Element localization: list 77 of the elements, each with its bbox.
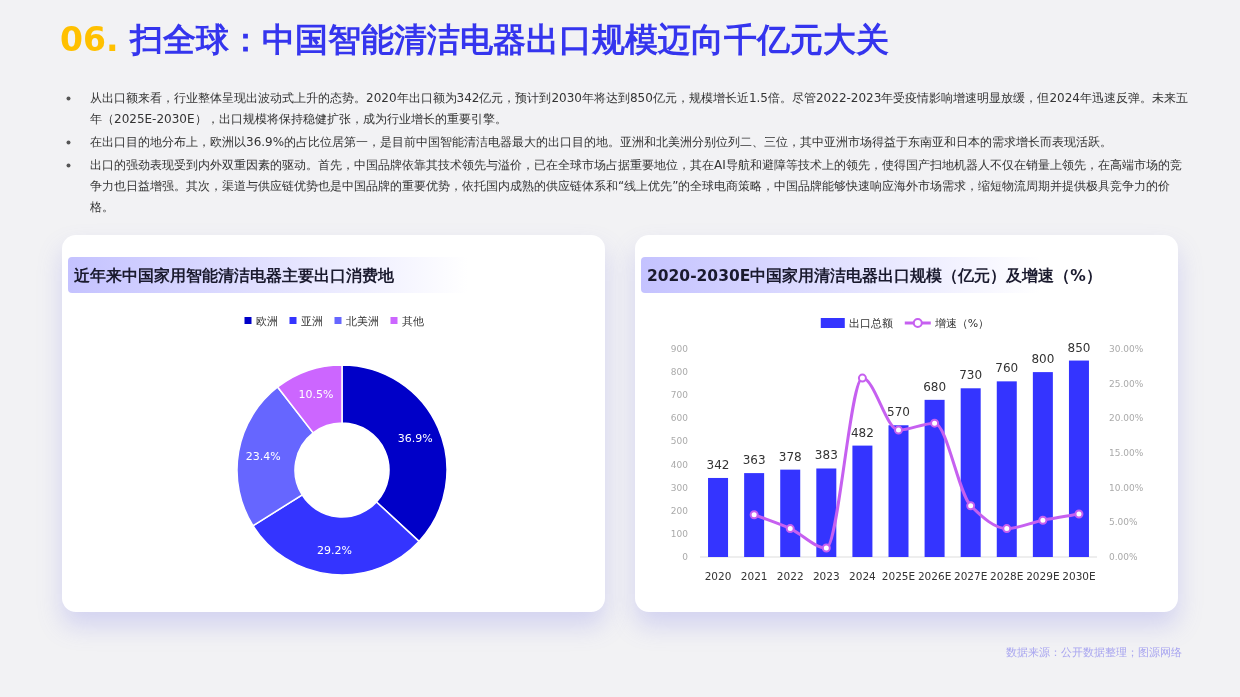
y-tick-label: 500: [670, 436, 689, 447]
y2-tick-label: 15.00%: [1109, 448, 1144, 458]
bar: [1032, 372, 1053, 557]
y2-tick-label: 25.00%: [1109, 378, 1144, 389]
text: 06. 扫全球：中国智能清洁电器出口规模迈向千亿元大关: [60, 20, 889, 59]
data-label: 730: [959, 368, 983, 383]
text: 在出口目的地分布上，欧洲以36.9%的占比位居第一，是目前中国智能清洁电器最大的出口目的地。亚洲和北美洲分别位列二、三位，其中亚洲市场得益于东南亚和日本的需求增长而表现活跃。: [89, 134, 1114, 151]
point: [930, 418, 940, 428]
point: [894, 425, 903, 435]
text: 出口的强劲表现受到内外双重因素的驱动。首先，中国品牌依靠其技术领先与溢价，已在全球市场占据重要地位，其在AI导航和避障等技术上的领先，使得国产扫地机器人不仅在销量上领先，在高端市场的竞争力也日益增强。其次，渠道与供应链优势也是中国品牌的重要优势，依托国内成熟的供应链体系和“线上优先”的全球电商策略，中国品牌能够快速响应海外市场需求，缩短物流周期并提供极具竞争力的价格。: [89, 157, 1183, 216]
data-label: 850: [1067, 340, 1091, 355]
point: [821, 543, 831, 553]
bar: [888, 425, 909, 557]
point: [966, 501, 976, 511]
data-label: 29.2%: [316, 543, 352, 557]
legend-label: 其他: [401, 315, 424, 328]
data-label: 760: [995, 361, 1019, 376]
x-tick-label: 2029E: [1026, 570, 1060, 582]
legend-label: 出口总额: [848, 317, 893, 330]
bar: [816, 468, 837, 557]
data-label: 482: [850, 425, 874, 440]
point: [1074, 509, 1084, 519]
bar: [780, 469, 801, 557]
data-label: 800: [1031, 352, 1055, 367]
bar: [924, 399, 945, 557]
x-tick-label: 2023: [812, 570, 840, 582]
legend-label: 北美洲: [345, 315, 379, 328]
x-tick-label: 2024: [849, 570, 877, 582]
data-label: 378: [778, 449, 802, 464]
data-label: 342: [706, 457, 730, 472]
y-tick-label: 400: [670, 459, 689, 470]
bar: [708, 477, 729, 557]
point: [749, 510, 759, 520]
x-tick-label: 2025E: [881, 570, 916, 582]
legend-label: 欧洲: [255, 315, 278, 328]
y-tick-label: 800: [670, 367, 689, 378]
y2-tick-label: 5.00%: [1109, 517, 1139, 528]
y2-tick-label: 0.00%: [1109, 552, 1139, 562]
y2-tick-label: 20.00%: [1109, 413, 1144, 424]
x-tick-label: 2028E: [990, 570, 1024, 582]
y-tick-label: 0: [682, 552, 689, 562]
data-label: 36.9%: [397, 432, 433, 445]
data-label: 363: [742, 453, 766, 468]
y2-tick-label: 10.00%: [1109, 482, 1144, 493]
x-tick-label: 2021: [740, 570, 768, 582]
bar: [852, 445, 873, 557]
bar: [1068, 360, 1089, 557]
data-label: 680: [923, 379, 947, 394]
y-tick-label: 900: [670, 344, 689, 354]
y2-tick-label: 30.00%: [1109, 344, 1144, 354]
chart-title: 近年来中国家用智能清洁电器主要出口消费地: [73, 266, 395, 285]
y-tick-label: 300: [670, 482, 689, 493]
data-label: 383: [814, 448, 838, 463]
bar: [960, 388, 981, 557]
y-tick-label: 700: [670, 390, 689, 401]
point: [1002, 524, 1012, 534]
point: [1038, 515, 1048, 525]
source-note: 数据来源：公开数据整理；图源网络: [1006, 645, 1182, 660]
data-label: 10.5%: [298, 388, 334, 402]
legend-label: 增速（%）: [933, 317, 990, 330]
point: [785, 524, 795, 534]
x-tick-label: 2030E: [1062, 570, 1096, 582]
text: 从出口额来看，行业整体呈现出波动式上升的态势。2020年出口额为342亿元，预计到2030年将达到850亿元，规模增长近1.5倍。尽管2022-2023年受疫情影响增速明显放缓，但2024年迅速反弹。未来五年（2025E-2030E），出口规模将保持稳健扩张，成为行业增长的重要引擎。: [89, 90, 1189, 128]
point: [857, 373, 867, 383]
legend-label: 亚洲: [300, 315, 323, 328]
x-tick-label: 2022: [776, 570, 804, 582]
bar: [996, 381, 1017, 557]
y-tick-label: 100: [670, 528, 689, 539]
bar: [744, 473, 765, 557]
x-tick-label: 2027E: [954, 570, 988, 582]
data-label: 23.4%: [245, 450, 281, 463]
data-label: 570: [887, 405, 910, 420]
chart-title: 2020-2030E中国家用清洁电器出口规模（亿元）及增速（%）: [647, 266, 1102, 285]
x-tick-label: 2026E: [917, 570, 952, 582]
x-tick-label: 2020: [704, 570, 732, 582]
y-tick-label: 200: [670, 505, 689, 516]
y-tick-label: 600: [670, 413, 689, 424]
